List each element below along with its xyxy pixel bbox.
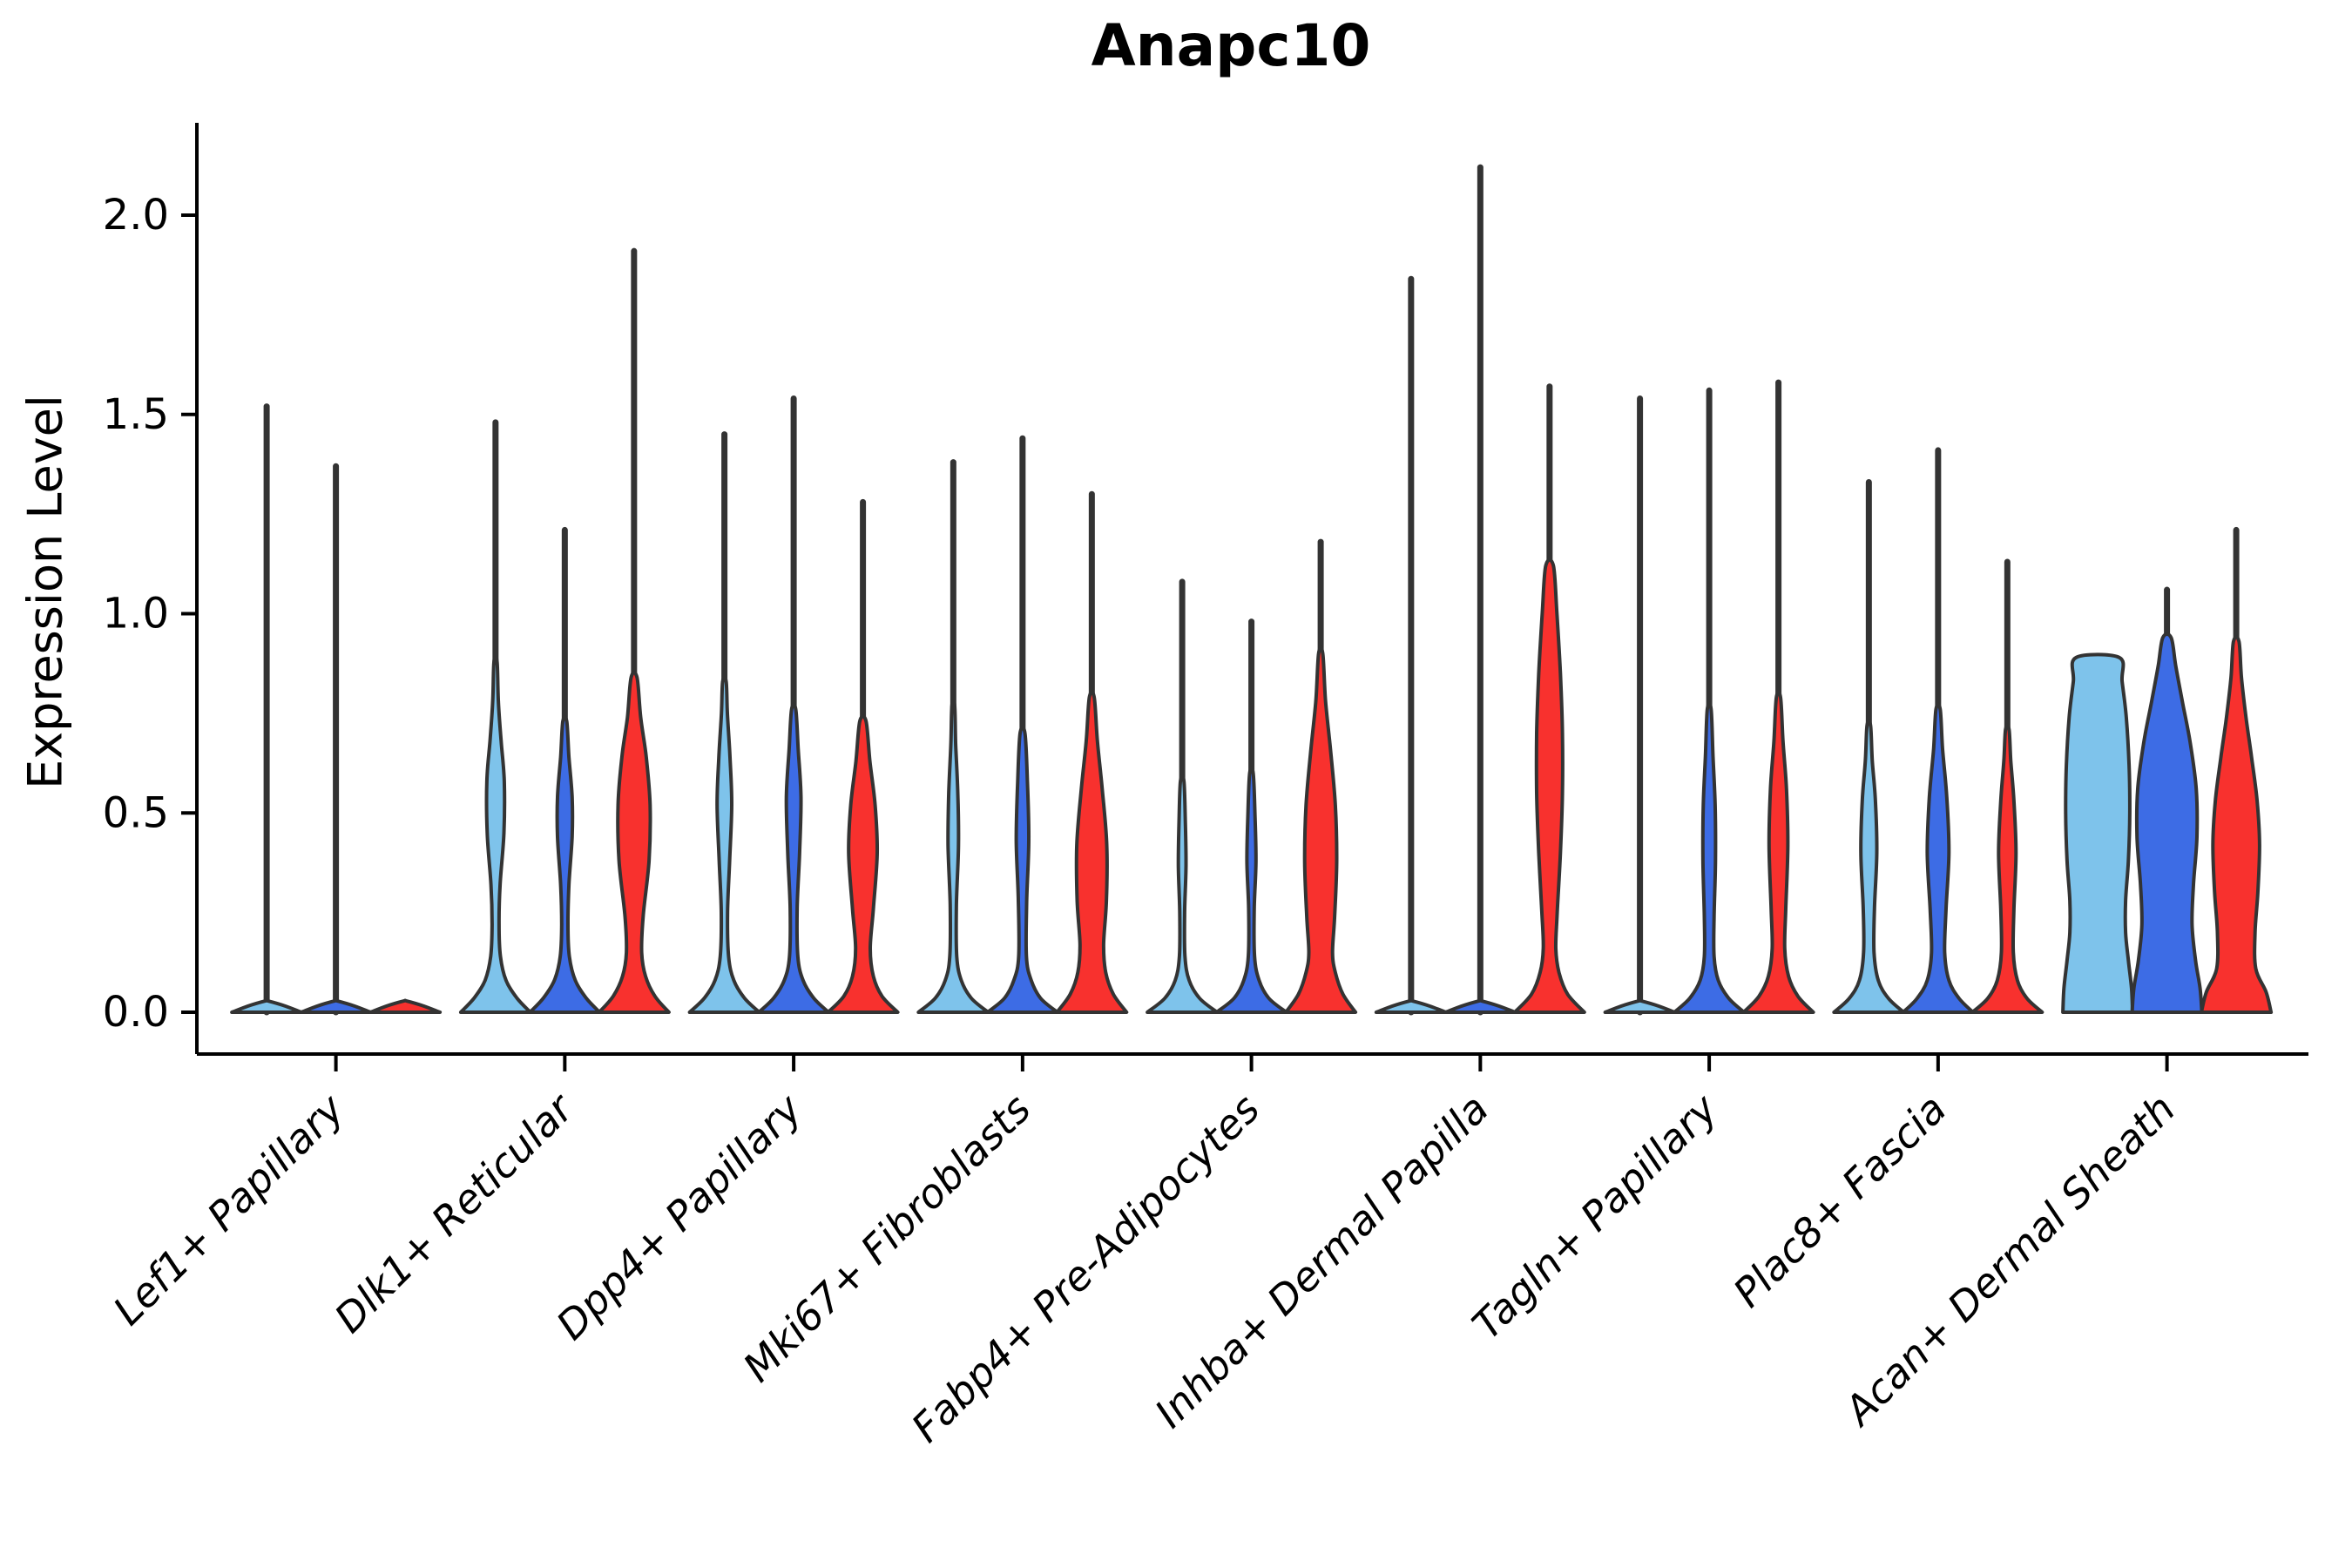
x-category-label: Plac8+ Fascia [1724,1085,1955,1316]
y-tick-label: 0.5 [103,788,169,837]
y-axis-label: Expression Level [17,395,73,789]
violin-body [2061,652,2135,1014]
violin-body [368,998,443,1014]
violin-body [687,675,761,1014]
violin-body [1374,998,1448,1014]
y-tick-label: 0.0 [103,988,169,1037]
violin-body [1284,645,1358,1014]
x-category-label: Dpp4+ Papillary [547,1085,811,1348]
violin-body [230,998,304,1014]
violin-body [597,671,671,1014]
violin-body [2130,632,2204,1014]
violin-body [458,654,532,1014]
violin-body [528,714,602,1014]
violin-body [1741,690,1815,1014]
violin-body [985,725,1059,1014]
violin-body [826,714,900,1014]
violin-body [916,699,990,1014]
y-tick-label: 1.5 [103,390,169,439]
violin-body [1512,558,1586,1014]
x-category-label: Dlk1+ Reticular [325,1083,584,1342]
x-category-label: Lef1+ Papillary [104,1085,353,1334]
violin-body [1970,723,2044,1014]
x-category-label: Tagln+ Papillary [1463,1085,1727,1348]
violin-body [1901,702,1975,1014]
violin-body [757,702,831,1014]
chart-title: Anapc10 [1091,12,1371,79]
y-tick-label: 2.0 [103,191,169,240]
violin-body [1603,998,1677,1014]
violin-body [1832,719,1906,1014]
violin-body [1055,690,1129,1014]
violin-body [1214,766,1288,1014]
y-tick-label: 1.0 [103,590,169,639]
violin-body [1673,701,1747,1014]
violin-body [2200,635,2274,1014]
violin-body [299,998,373,1014]
violin-body [1146,774,1220,1014]
violin-body [1443,998,1517,1014]
